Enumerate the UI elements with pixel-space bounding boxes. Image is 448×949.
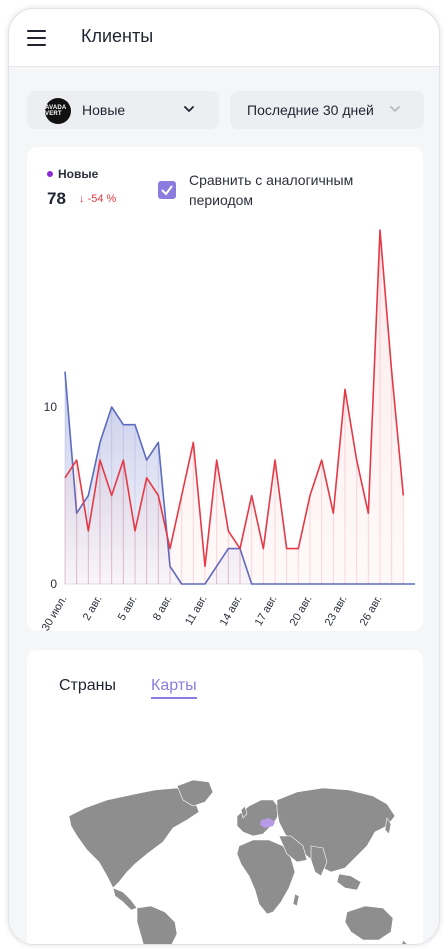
series-area (65, 230, 404, 584)
line-chart: 0 10 30 июл. 2 авг. 5 авг. 8 авг. 11 авг. 14 ав… (40, 229, 415, 632)
map-uk (240, 805, 248, 819)
delta-badge: ↓ -54 % (79, 193, 116, 205)
y-tick-label: 0 (50, 577, 57, 591)
period-select-label: Последние 30 дней (247, 102, 374, 118)
compare-label[interactable]: Сравнить с аналогичным периодом (189, 172, 354, 208)
legend-label: Новые (58, 167, 99, 181)
map-madagascar (292, 893, 300, 907)
compare-checkbox[interactable] (158, 181, 176, 199)
arrow-down-icon: ↓ (79, 193, 85, 205)
x-tick-label: 8 авг. (151, 594, 175, 623)
map-southeast-asia (336, 873, 362, 891)
chevron-down-icon (184, 106, 194, 112)
chart-card: Новые 78 ↓ -54 % Сравнить с аналогичным … (27, 147, 423, 631)
total-value: 78 (47, 189, 66, 208)
map-japan (384, 817, 392, 835)
map-south-america (136, 905, 178, 944)
x-tick-label: 30 июл. (40, 594, 70, 632)
map-africa (236, 839, 296, 915)
checkmark-icon (161, 185, 173, 196)
tab-maps[interactable]: Карты (151, 677, 197, 699)
x-tick-label: 20 авг. (288, 594, 315, 629)
phone-frame: Клиенты AVADA VERT Новые Последние 30 дн… (8, 8, 440, 945)
legend-marker (47, 171, 53, 177)
x-tick-label: 14 авг. (218, 594, 245, 629)
map-highlighted-country (260, 818, 275, 828)
brand-logo: AVADA VERT (45, 98, 71, 124)
x-tick-label: 11 авг. (183, 594, 209, 628)
brand-logo-text: AVADA VERT (45, 105, 67, 117)
x-tick-label: 17 авг. (253, 594, 280, 629)
hamburger-menu-icon[interactable] (25, 27, 49, 49)
map-india (310, 845, 328, 877)
map-greenland (176, 779, 214, 807)
map-new-zealand (401, 939, 408, 944)
map-north-america (68, 787, 200, 889)
delta-value: -54 % (87, 193, 117, 205)
world-map (68, 779, 408, 944)
page-title: Клиенты (81, 26, 154, 46)
segment-select[interactable]: AVADA VERT Новые (27, 91, 219, 129)
x-tick-label: 2 авг. (81, 594, 105, 623)
x-tick-label: 26 авг. (358, 594, 385, 629)
period-select[interactable]: Последние 30 дней (230, 91, 424, 129)
chevron-down-icon (390, 106, 400, 112)
x-tick-label: 23 авг. (323, 594, 350, 629)
map-middle-east (278, 835, 308, 863)
map-australia (344, 905, 394, 941)
x-tick-label: 5 авг. (116, 594, 140, 623)
map-card: Страны Карты (27, 650, 423, 944)
app-bar: Клиенты (9, 9, 439, 67)
series-line (64, 229, 405, 568)
y-tick-label: 10 (44, 400, 58, 414)
main-content: AVADA VERT Новые Последние 30 дней Новые… (9, 67, 439, 944)
segment-select-label: Новые (82, 102, 126, 118)
tab-countries[interactable]: Страны (59, 677, 117, 694)
map-central-america (112, 887, 138, 911)
